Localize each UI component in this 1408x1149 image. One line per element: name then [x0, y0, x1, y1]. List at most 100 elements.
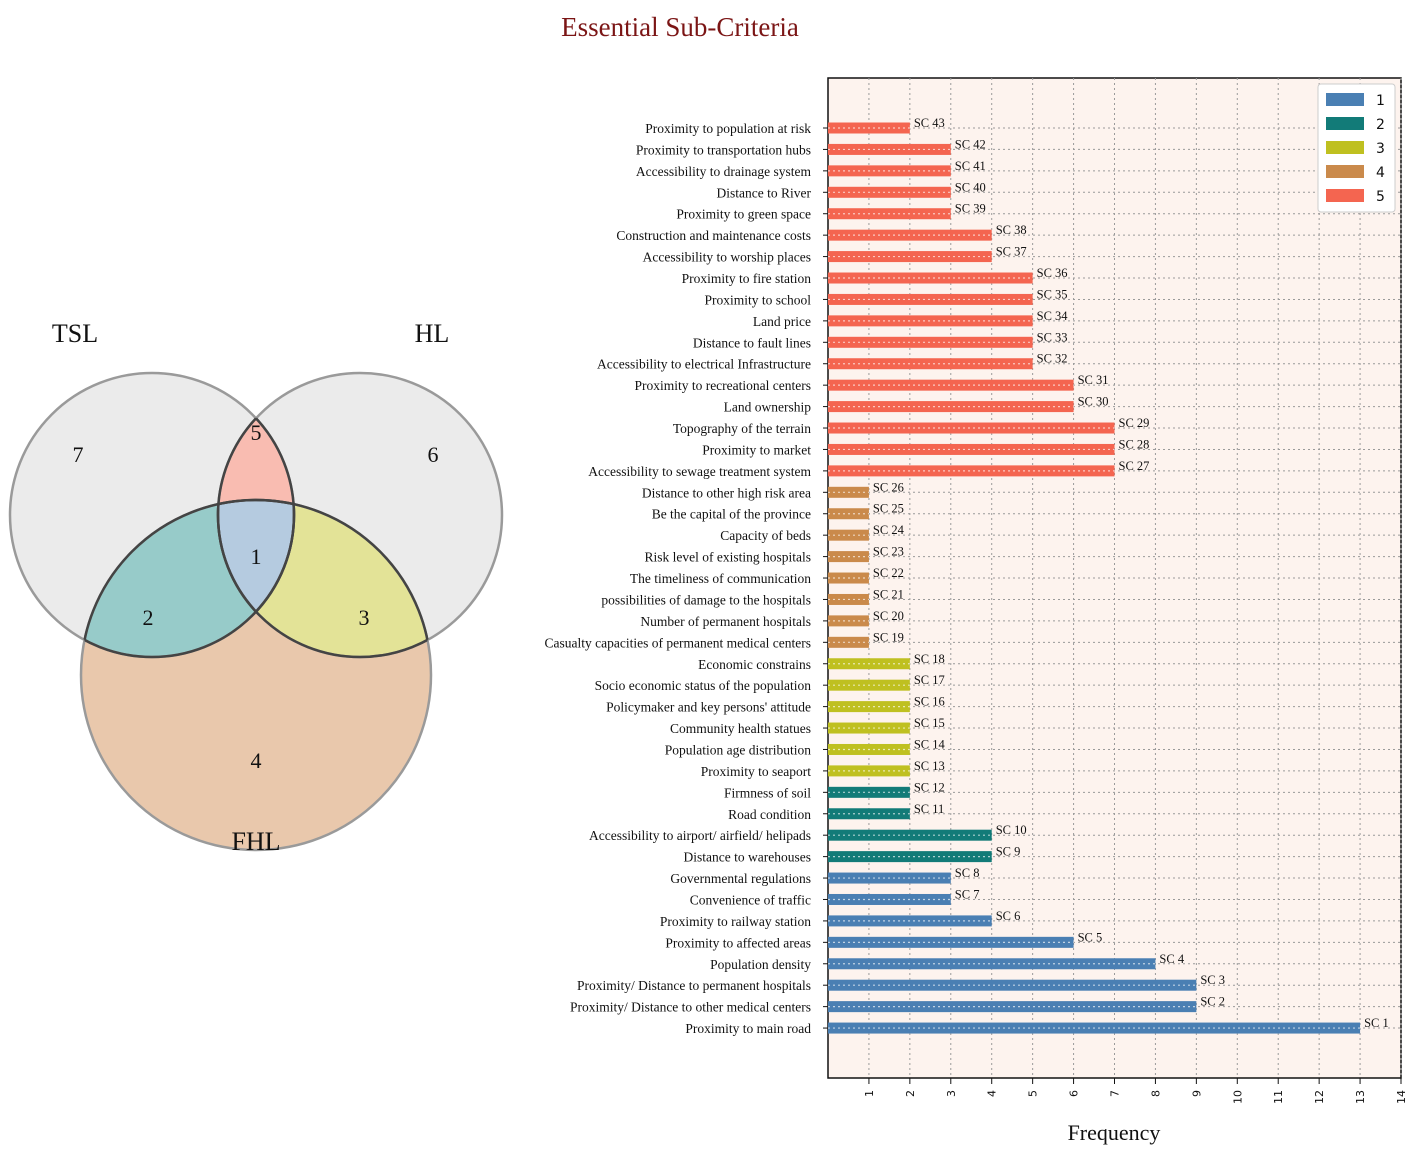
y-axis-label: Topography of the terrain	[673, 421, 811, 436]
bar-code-label: SC 43	[914, 116, 945, 130]
x-tick-label: 14	[1395, 1090, 1408, 1104]
x-tick-label: 10	[1231, 1090, 1244, 1104]
x-tick-label: 6	[1068, 1090, 1081, 1097]
bar	[828, 401, 1074, 413]
bar	[828, 422, 1115, 434]
y-axis-label: Proximity to green space	[676, 207, 811, 222]
venn-value-tsl-fhl: 2	[143, 605, 154, 630]
bar-code-label: SC 1	[1364, 1016, 1389, 1030]
bar-code-label: SC 5	[1078, 930, 1103, 944]
x-tick-label: 12	[1313, 1090, 1326, 1104]
legend-label: 2	[1376, 117, 1385, 133]
y-axis-label: Construction and maintenance costs	[616, 228, 811, 243]
y-axis-label: Governmental regulations	[670, 871, 811, 886]
x-tick-label: 8	[1149, 1090, 1162, 1097]
y-axis-label: Proximity to transportation hubs	[636, 142, 811, 157]
y-axis-label: possibilities of damage to the hospitals	[601, 592, 811, 607]
y-axis-label: Proximity to railway station	[660, 914, 811, 929]
bar-code-label: SC 30	[1078, 395, 1109, 409]
bar-code-label: SC 42	[955, 137, 986, 151]
y-axis-label: Proximity to seaport	[701, 764, 811, 779]
legend-swatch	[1326, 165, 1364, 178]
bar-code-label: SC 38	[996, 223, 1027, 237]
y-axis-label: Proximity to population at risk	[645, 121, 811, 136]
bar-code-label: SC 31	[1078, 373, 1109, 387]
x-tick-label: 13	[1354, 1090, 1367, 1104]
bar-code-label: SC 15	[914, 716, 945, 730]
y-axis-label: Proximity to recreational centers	[634, 378, 811, 393]
venn-tsl-fhl-region	[81, 500, 294, 657]
legend-label: 4	[1376, 165, 1385, 181]
y-axis-label: Firmness of soil	[724, 785, 811, 800]
venn-fills	[10, 373, 502, 850]
x-axis-label: Frequency	[1068, 1120, 1161, 1145]
x-tick-label: 4	[986, 1090, 999, 1097]
bar-code-label: SC 40	[955, 180, 986, 194]
y-axis-label: Proximity/ Distance to permanent hospita…	[577, 978, 811, 993]
bar-code-label: SC 2	[1200, 995, 1225, 1009]
venn-value-tsl-hl: 5	[251, 420, 262, 445]
bar-code-label: SC 41	[955, 159, 986, 173]
bar	[828, 1001, 1197, 1013]
bar-code-label: SC 16	[914, 695, 945, 709]
y-axis-label: Accessibility to airport/ airfield/ heli…	[589, 828, 811, 843]
y-axis-label: Proximity to fire station	[682, 271, 812, 286]
x-axis-ticks: 1 2 3 4 5 6 7 8 9 10 11 12 13 14	[863, 1078, 1408, 1104]
bar	[828, 379, 1074, 391]
y-axis-label: Capacity of beds	[720, 528, 811, 543]
y-axis-label: Proximity/ Distance to other medical cen…	[570, 1000, 811, 1015]
bar-code-label: SC 37	[996, 245, 1027, 259]
bar	[828, 443, 1115, 455]
bar-code-label: SC 29	[1119, 416, 1150, 430]
y-axis-label: Land ownership	[724, 400, 812, 415]
venn-outlines	[8, 371, 504, 852]
bar-code-label: SC 3	[1200, 973, 1225, 987]
y-axis-label: Number of permanent hospitals	[640, 614, 811, 629]
bar-code-label: SC 18	[914, 652, 945, 666]
y-axis-label: Population density	[710, 957, 811, 972]
bar	[828, 958, 1156, 970]
x-tick-label: 3	[945, 1090, 958, 1097]
y-axis-label: Policymaker and key persons' attitude	[606, 700, 811, 715]
y-axis-label: Accessibility to worship places	[643, 250, 811, 265]
y-axis-label: Proximity to school	[704, 292, 811, 307]
legend-label: 1	[1376, 93, 1385, 109]
y-axis-label: Convenience of traffic	[690, 892, 811, 907]
bar	[828, 293, 1033, 305]
y-axis-label: Accessibility to drainage system	[636, 164, 812, 179]
y-axis-label: Distance to other high risk area	[642, 485, 811, 500]
bar-code-label: SC 8	[955, 866, 980, 880]
bar	[828, 336, 1033, 348]
bar	[828, 272, 1033, 284]
venn-hl-fhl-region	[218, 500, 431, 657]
bar-code-label: SC 6	[996, 909, 1021, 923]
bar-code-label: SC 11	[914, 802, 944, 816]
bar	[828, 979, 1197, 991]
y-axis-label: Accessibility to sewage treatment system	[588, 464, 811, 479]
y-axis-label: Land price	[753, 314, 811, 329]
legend-swatch	[1326, 93, 1364, 106]
venn-value-fhl-only: 4	[251, 748, 262, 773]
y-axis-label: Risk level of existing hospitals	[645, 550, 812, 565]
legend-swatch	[1326, 117, 1364, 130]
bar-code-label: SC 23	[873, 545, 904, 559]
bar-code-label: SC 32	[1037, 352, 1068, 366]
legend-label: 3	[1376, 141, 1385, 157]
bar-code-label: SC 12	[914, 780, 945, 794]
legend-swatch	[1326, 189, 1364, 202]
venn-label-tsl: TSL	[52, 319, 98, 348]
venn-value-hl-only: 6	[428, 442, 439, 467]
bar	[828, 315, 1033, 327]
bar	[828, 465, 1115, 477]
bar-code-label: SC 28	[1119, 437, 1150, 451]
y-axis-label: Road condition	[728, 807, 811, 822]
y-axis-label: Be the capital of the province	[652, 507, 811, 522]
bar-code-label: SC 39	[955, 202, 986, 216]
bar-code-label: SC 14	[914, 737, 946, 751]
bar-code-label: SC 7	[955, 887, 980, 901]
x-tick-label: 5	[1027, 1090, 1040, 1097]
bar-code-label: SC 19	[873, 630, 904, 644]
bar-code-label: SC 27	[1119, 459, 1150, 473]
bar-code-label: SC 35	[1037, 287, 1068, 301]
